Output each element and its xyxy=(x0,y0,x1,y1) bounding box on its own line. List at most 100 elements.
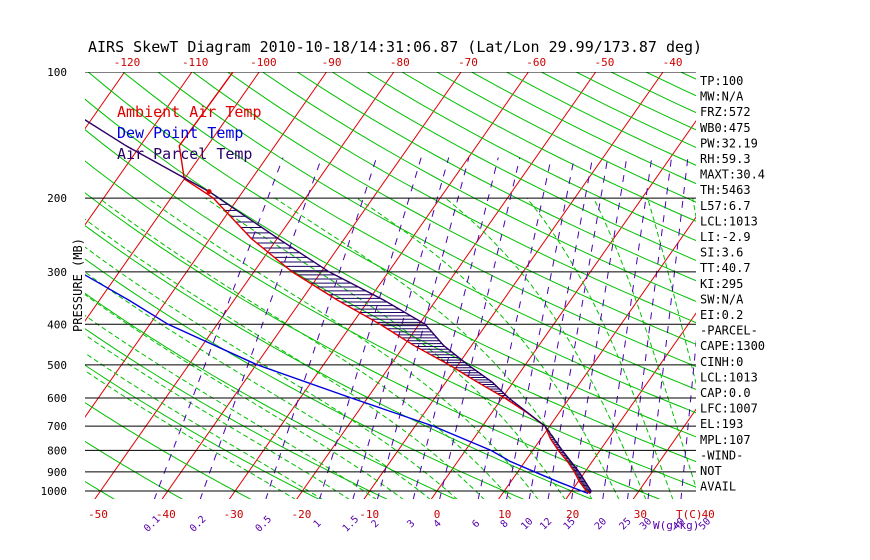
dry-adiabat-line xyxy=(85,224,593,499)
el-marker xyxy=(206,189,212,195)
mixing-ratio-label: 1.5 xyxy=(341,514,362,535)
bottom-temp-tick-label: -40 xyxy=(156,508,176,521)
isotherm-line xyxy=(835,72,870,500)
moist-adiabats xyxy=(85,197,696,499)
chart-title: AIRS SkewT Diagram 2010-10-18/14:31:06.8… xyxy=(88,38,702,56)
stat-line: -PARCEL- xyxy=(700,324,758,338)
pressure-tick-label: 600 xyxy=(47,392,67,405)
legend-entry: Air Parcel Temp xyxy=(117,145,252,163)
mixing-ratio-label: 1 xyxy=(312,518,324,530)
bottom-temp-tick-label: 40 xyxy=(702,508,715,521)
dry-adiabat-line xyxy=(85,129,696,463)
ambient-air-temp-line xyxy=(178,72,591,494)
moist-adiabat-line xyxy=(205,197,566,499)
isotherm-line xyxy=(228,72,529,499)
bottom-temp-tick-labels: -50 -40 -30 -20 -10 0 10 20 30 40 xyxy=(88,508,715,521)
stat-line: EL:193 xyxy=(700,417,743,431)
mixing-ratio-line xyxy=(680,339,696,499)
dry-adiabat-line xyxy=(85,328,388,499)
mixing-ratio-line xyxy=(547,157,609,499)
top-temp-tick-label: -90 xyxy=(322,56,342,69)
dry-adiabat-line xyxy=(85,160,696,488)
mixing-ratio-label: 4 xyxy=(432,518,444,530)
stat-line: SI:3.6 xyxy=(700,246,743,260)
isotherms xyxy=(85,72,870,500)
mixing-ratio-line xyxy=(439,157,521,499)
mixing-ratio-line xyxy=(528,157,594,499)
top-temp-tick-label: -100 xyxy=(250,56,277,69)
dry-adiabats xyxy=(85,72,696,499)
mixing-ratio-lines xyxy=(153,157,696,499)
stat-line: AVAIL xyxy=(700,480,736,494)
top-temp-tick-label: -120 xyxy=(114,56,141,69)
top-temp-tick-label: -70 xyxy=(458,56,478,69)
mixing-ratio-label: 6 xyxy=(470,518,482,530)
stat-line: NOT xyxy=(700,464,722,478)
pressure-tick-labels: 100 200 300 400 500 600 700 800 900 1000 xyxy=(41,66,68,498)
moist-adiabat-line xyxy=(445,197,647,499)
stat-line: PW:32.19 xyxy=(700,136,758,150)
top-temp-tick-labels: -120 -110 -100 -90 -80 -70 -60 -50 -40 xyxy=(114,56,683,69)
mixing-ratio-unit-label: W(g/kg) xyxy=(653,519,699,532)
moist-adiabat-line xyxy=(85,246,458,499)
mixing-ratio-label: 0.5 xyxy=(254,514,275,535)
mixing-ratio-line xyxy=(319,157,422,499)
mixing-ratio-line xyxy=(412,157,499,499)
dry-adiabat-line xyxy=(85,402,252,499)
dry-adiabat-line xyxy=(227,72,696,324)
bottom-temp-tick-label: -20 xyxy=(291,508,311,521)
mixing-ratio-line xyxy=(153,157,284,499)
stat-line: MAXT:30.4 xyxy=(700,168,765,182)
pressure-tick-label: 300 xyxy=(47,266,67,279)
isotherm-line xyxy=(632,408,696,499)
isotherm-line xyxy=(296,72,597,499)
dry-adiabat-line xyxy=(85,98,696,438)
pressure-tick-label: 1000 xyxy=(41,485,68,498)
mixing-ratio-line xyxy=(199,157,323,499)
stat-line: TH:5463 xyxy=(700,183,751,197)
legend-entry: Dew Point Temp xyxy=(117,124,243,142)
pressure-tick-label: 100 xyxy=(47,66,67,79)
bottom-temp-tick-label: 30 xyxy=(634,508,647,521)
dry-adiabat-line xyxy=(297,72,696,282)
dry-adiabat-line xyxy=(85,258,525,499)
stat-line: LCL:1013 xyxy=(700,370,758,384)
stat-line: LI:-2.9 xyxy=(700,230,751,244)
mixing-ratio-label: 12 xyxy=(538,516,554,532)
isotherm-line xyxy=(430,120,696,499)
stat-line: FRZ:572 xyxy=(700,105,751,119)
pressure-tick-label: 400 xyxy=(47,318,67,331)
moist-adiabat-line xyxy=(85,218,485,499)
plot-area xyxy=(85,72,696,499)
y-axis-label: PRESSURE (MB) xyxy=(71,238,85,332)
dry-adiabat-line xyxy=(85,192,661,499)
mixing-ratio-label: 10 xyxy=(519,516,535,532)
pressure-tick-label: 700 xyxy=(47,420,67,433)
isotherm-line xyxy=(85,72,260,322)
moist-adiabat-line xyxy=(85,314,377,499)
dry-adiabat-line xyxy=(85,364,320,499)
stat-line: TP:100 xyxy=(700,74,743,88)
pressure-tick-label: 800 xyxy=(47,444,67,457)
stat-line: CAPE:1300 xyxy=(700,339,765,353)
mixing-ratio-line xyxy=(506,157,575,499)
moist-adiabat-line xyxy=(85,352,323,499)
top-temp-tick-label: -60 xyxy=(526,56,546,69)
stat-line: MPL:107 xyxy=(700,433,751,447)
legend-entry: Ambient Air Temp xyxy=(117,103,262,121)
air-parcel-temp-line xyxy=(85,119,592,494)
moist-adiabat-line xyxy=(85,334,350,499)
bottom-temp-tick-label: 10 xyxy=(498,508,511,521)
stat-line: CINH:0 xyxy=(700,355,743,369)
stat-line: CAP:0.0 xyxy=(700,386,751,400)
isobars xyxy=(85,72,696,492)
stat-line: WB0:475 xyxy=(700,121,751,135)
stat-line: LFC:1007 xyxy=(700,402,758,416)
dry-adiabat-line xyxy=(87,72,696,414)
moist-adiabat-line xyxy=(593,197,696,489)
stat-line: MW:N/A xyxy=(700,90,744,104)
stat-line: -WIND- xyxy=(700,448,743,462)
mixing-ratio-label: 3 xyxy=(405,518,417,530)
top-temp-tick-label: -40 xyxy=(663,56,683,69)
